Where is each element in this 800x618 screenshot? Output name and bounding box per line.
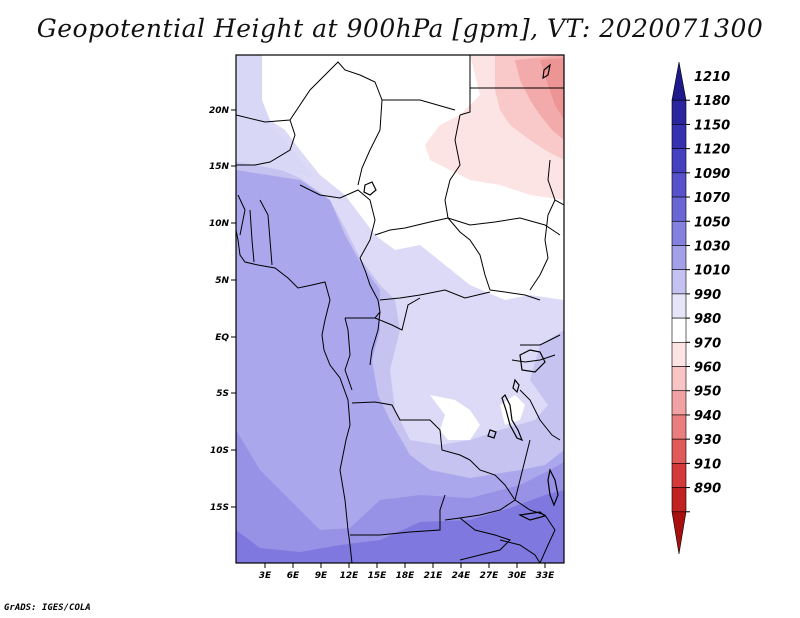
colorbar-swatch (671, 61, 687, 101)
colorbar-swatch (671, 124, 687, 149)
lat-label: 15N (209, 162, 230, 172)
lake-chad (363, 181, 377, 196)
border-drc-angola (351, 401, 471, 461)
field-pocket-congo (430, 395, 480, 440)
lake-kivu (512, 378, 520, 394)
border-congo (344, 297, 421, 391)
border-east-africa (511, 334, 561, 501)
colorbar-swatch (671, 269, 687, 295)
colorbar-swatch (671, 220, 687, 246)
colorbar-swatch (671, 487, 687, 513)
colorbar-swatch (671, 245, 687, 270)
colorbar-label: 1030 (694, 239, 730, 254)
border-angola-south (350, 494, 446, 536)
colorbar-swatch (671, 99, 687, 125)
latitude-axis: 20N 15N 10N 5N EQ 5S 10S 15S (209, 106, 236, 513)
border-sahara-2 (236, 119, 296, 166)
lake-mweru (487, 429, 497, 439)
border-ethiopia (547, 159, 564, 206)
country-borders (236, 55, 564, 563)
geopotential-field (236, 55, 564, 563)
lon-label: 27E (480, 571, 500, 581)
lon-label: 15E (368, 571, 388, 581)
colorbar-swatch (671, 172, 687, 198)
border-zimbabwe (459, 517, 511, 561)
field-pocket-east (500, 395, 525, 425)
colorbar-label: 1050 (694, 215, 730, 230)
colorbar-label: 940 (694, 409, 721, 424)
colorbar-swatch (671, 293, 687, 319)
lake-victoria (519, 349, 546, 373)
colorbar-label: 1180 (694, 94, 730, 109)
colorbar-swatch (671, 317, 687, 343)
map-title: Geopotential Height at 900hPa [gpm], VT:… (36, 14, 764, 43)
lakes (363, 63, 559, 521)
field-low-950 (540, 58, 564, 120)
lon-label: 9E (315, 571, 328, 581)
colorbar-label: 1010 (694, 264, 730, 279)
colorbar-label: 990 (694, 288, 721, 303)
colorbar-swatch (671, 414, 687, 440)
colorbar-label: 1070 (694, 191, 730, 206)
colorbar-label: 950 (694, 385, 721, 400)
colorbar-label: 1150 (694, 118, 730, 133)
field-nw-wedge (236, 55, 315, 178)
border-mozambique (499, 499, 556, 563)
map-frame (235, 54, 565, 564)
lon-label: 33E (536, 571, 556, 581)
field-band-1050 (236, 170, 564, 563)
colorbar-swatch (671, 390, 687, 416)
lon-label: 18E (396, 571, 416, 581)
colorbar-swatch (671, 196, 687, 222)
field-band-1090 (236, 490, 564, 563)
border-niger-chad (382, 99, 456, 111)
colorbar-swatch (671, 366, 687, 392)
colorbar-label: 1120 (694, 143, 730, 158)
lake-tana (542, 63, 551, 80)
border-nigeria (299, 184, 376, 259)
colorbar-label: 910 (694, 457, 721, 472)
colorbar-label: 1210 (694, 70, 730, 85)
grads-credit: GrADS: IGES/COLA (4, 603, 91, 613)
colorbar-label: 930 (694, 433, 721, 448)
lon-label: 6E (287, 571, 300, 581)
border-libya (459, 55, 471, 116)
colorbar-swatch (671, 511, 687, 555)
colorbar-label: 970 (694, 336, 721, 351)
lon-label: 24E (452, 571, 472, 581)
colorbar-swatch (671, 342, 687, 367)
lat-label: 5S (216, 389, 229, 399)
colorbar-label: 980 (694, 312, 721, 327)
lat-label: 5N (215, 276, 229, 286)
colorbar-label: 890 (694, 482, 721, 497)
lat-label: 20N (209, 106, 230, 116)
lat-label: 10S (210, 446, 229, 456)
border-south-sudan (447, 199, 561, 301)
longitude-axis: 3E 6E 9E 12E 15E 18E 21E 24E 27E 30E 33E (259, 563, 555, 581)
lake-malawi (547, 468, 559, 507)
colorbar-label: 1090 (694, 167, 730, 182)
coastline-west-africa (236, 229, 353, 563)
lat-label: 15S (210, 503, 229, 513)
lon-label: 3E (259, 571, 272, 581)
lake-tanganyika (501, 393, 524, 442)
lon-label: 30E (508, 571, 528, 581)
border-car (374, 217, 491, 301)
colorbar: 1210 1180 1150 1120 1090 1070 1050 1030 1010 990 9… (671, 61, 730, 555)
lon-label: 12E (340, 571, 360, 581)
lat-label: 10N (209, 219, 230, 229)
colorbar-swatch (671, 148, 687, 174)
lon-label: 21E (424, 571, 444, 581)
lake-kariba (518, 511, 547, 521)
lat-label: EQ (215, 333, 229, 343)
border-benin-togo (237, 194, 273, 266)
colorbar-swatch (671, 438, 687, 464)
colorbar-swatch (671, 463, 687, 488)
colorbar-label: 960 (694, 361, 721, 376)
